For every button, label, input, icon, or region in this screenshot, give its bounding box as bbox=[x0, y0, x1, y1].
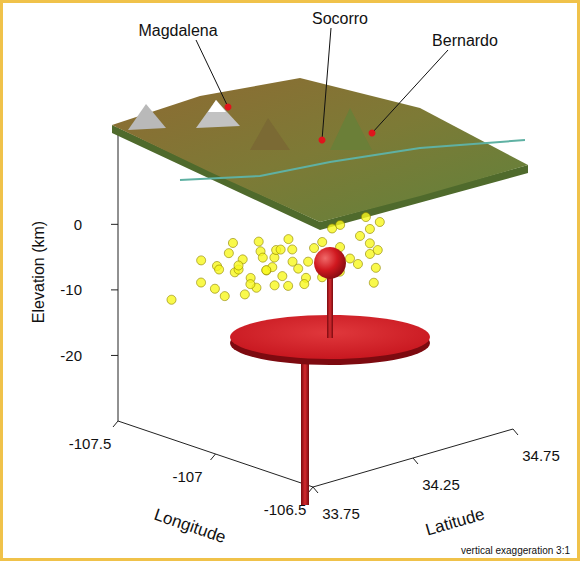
svg-text:33.75: 33.75 bbox=[322, 505, 360, 522]
svg-text:-20: -20 bbox=[60, 347, 82, 364]
svg-text:Bernardo: Bernardo bbox=[432, 32, 498, 49]
svg-text:Socorro: Socorro bbox=[312, 10, 368, 27]
svg-text:Longitude: Longitude bbox=[152, 505, 229, 547]
svg-text:vertical exaggeration 3:1: vertical exaggeration 3:1 bbox=[461, 545, 570, 556]
svg-text:-107.5: -107.5 bbox=[69, 435, 112, 452]
svg-text:-107: -107 bbox=[172, 468, 202, 485]
svg-text:Latitude: Latitude bbox=[423, 505, 486, 540]
svg-text:34.25: 34.25 bbox=[422, 476, 460, 493]
svg-text:0: 0 bbox=[74, 216, 82, 233]
svg-text:34.75: 34.75 bbox=[522, 447, 560, 464]
svg-text:Magdalena: Magdalena bbox=[138, 22, 217, 39]
svg-text:-106.5: -106.5 bbox=[264, 501, 307, 518]
svg-text:-10: -10 bbox=[60, 281, 82, 298]
svg-text:Elevation (km): Elevation (km) bbox=[30, 221, 47, 323]
